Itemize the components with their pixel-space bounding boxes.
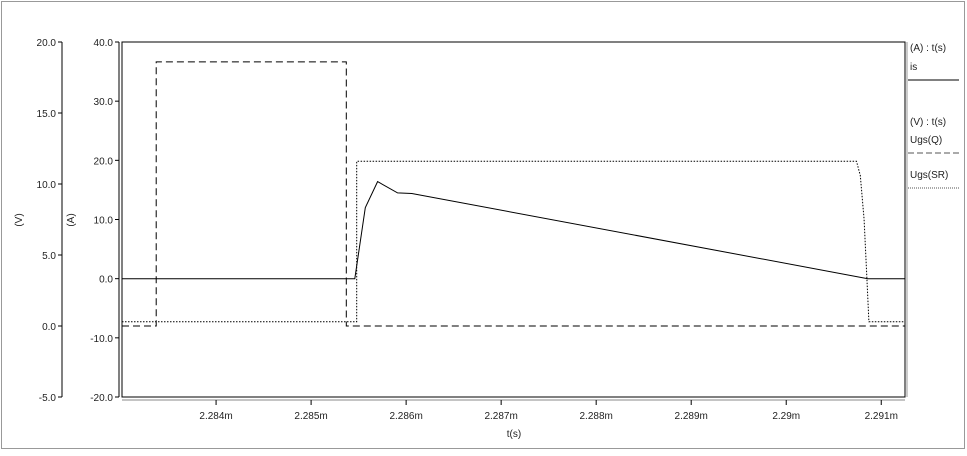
y-tick-label: 20.0 bbox=[37, 38, 57, 49]
y-tick-label: -10.0 bbox=[90, 334, 113, 345]
y-tick-label: 15.0 bbox=[37, 109, 57, 120]
series-line-is bbox=[122, 180, 905, 280]
x-tick-label: 2.287m bbox=[484, 411, 517, 422]
legend-label-is: is bbox=[910, 62, 917, 73]
x-tick-label: 2.284m bbox=[199, 411, 232, 422]
y-tick-label: 10.0 bbox=[94, 216, 114, 227]
y-tick-label: 20.0 bbox=[94, 156, 114, 167]
y-tick-label: 5.0 bbox=[42, 251, 56, 262]
y-tick-label: 0.0 bbox=[99, 275, 113, 286]
x-tick-label: 2.29m bbox=[772, 411, 800, 422]
plot-area bbox=[121, 41, 906, 398]
legend-label-ugs-q: Ugs(Q) bbox=[910, 135, 942, 146]
legend-label-ugs-sr: Ugs(SR) bbox=[910, 170, 948, 181]
y-tick-label: 40.0 bbox=[94, 38, 114, 49]
a-axis-label: (A) bbox=[66, 213, 77, 226]
y-tick-label: 0.0 bbox=[42, 322, 56, 333]
y-tick-label: -5.0 bbox=[39, 393, 57, 404]
window-frame bbox=[1, 1, 965, 449]
series-line-ugs-sr bbox=[122, 160, 905, 323]
y-tick-label: -20.0 bbox=[90, 393, 113, 404]
x-axis-label: t(s) bbox=[507, 429, 521, 440]
y-tick-label: 30.0 bbox=[94, 97, 114, 108]
legend-header-v: (V) : t(s) bbox=[910, 117, 946, 128]
legend-header-a: (A) : t(s) bbox=[910, 43, 946, 54]
series-line-ugs-q bbox=[122, 61, 905, 327]
x-tick-label: 2.285m bbox=[294, 411, 327, 422]
x-tick-label: 2.291m bbox=[865, 411, 898, 422]
x-tick-label: 2.286m bbox=[389, 411, 422, 422]
v-axis-label: (V) bbox=[14, 213, 25, 226]
y-tick-label: 10.0 bbox=[37, 180, 57, 191]
legend: (A) : t(s) is (V) : t(s) Ugs(Q) Ugs(SR) bbox=[908, 43, 959, 189]
x-tick-label: 2.288m bbox=[579, 411, 612, 422]
x-tick-label: 2.289m bbox=[675, 411, 708, 422]
